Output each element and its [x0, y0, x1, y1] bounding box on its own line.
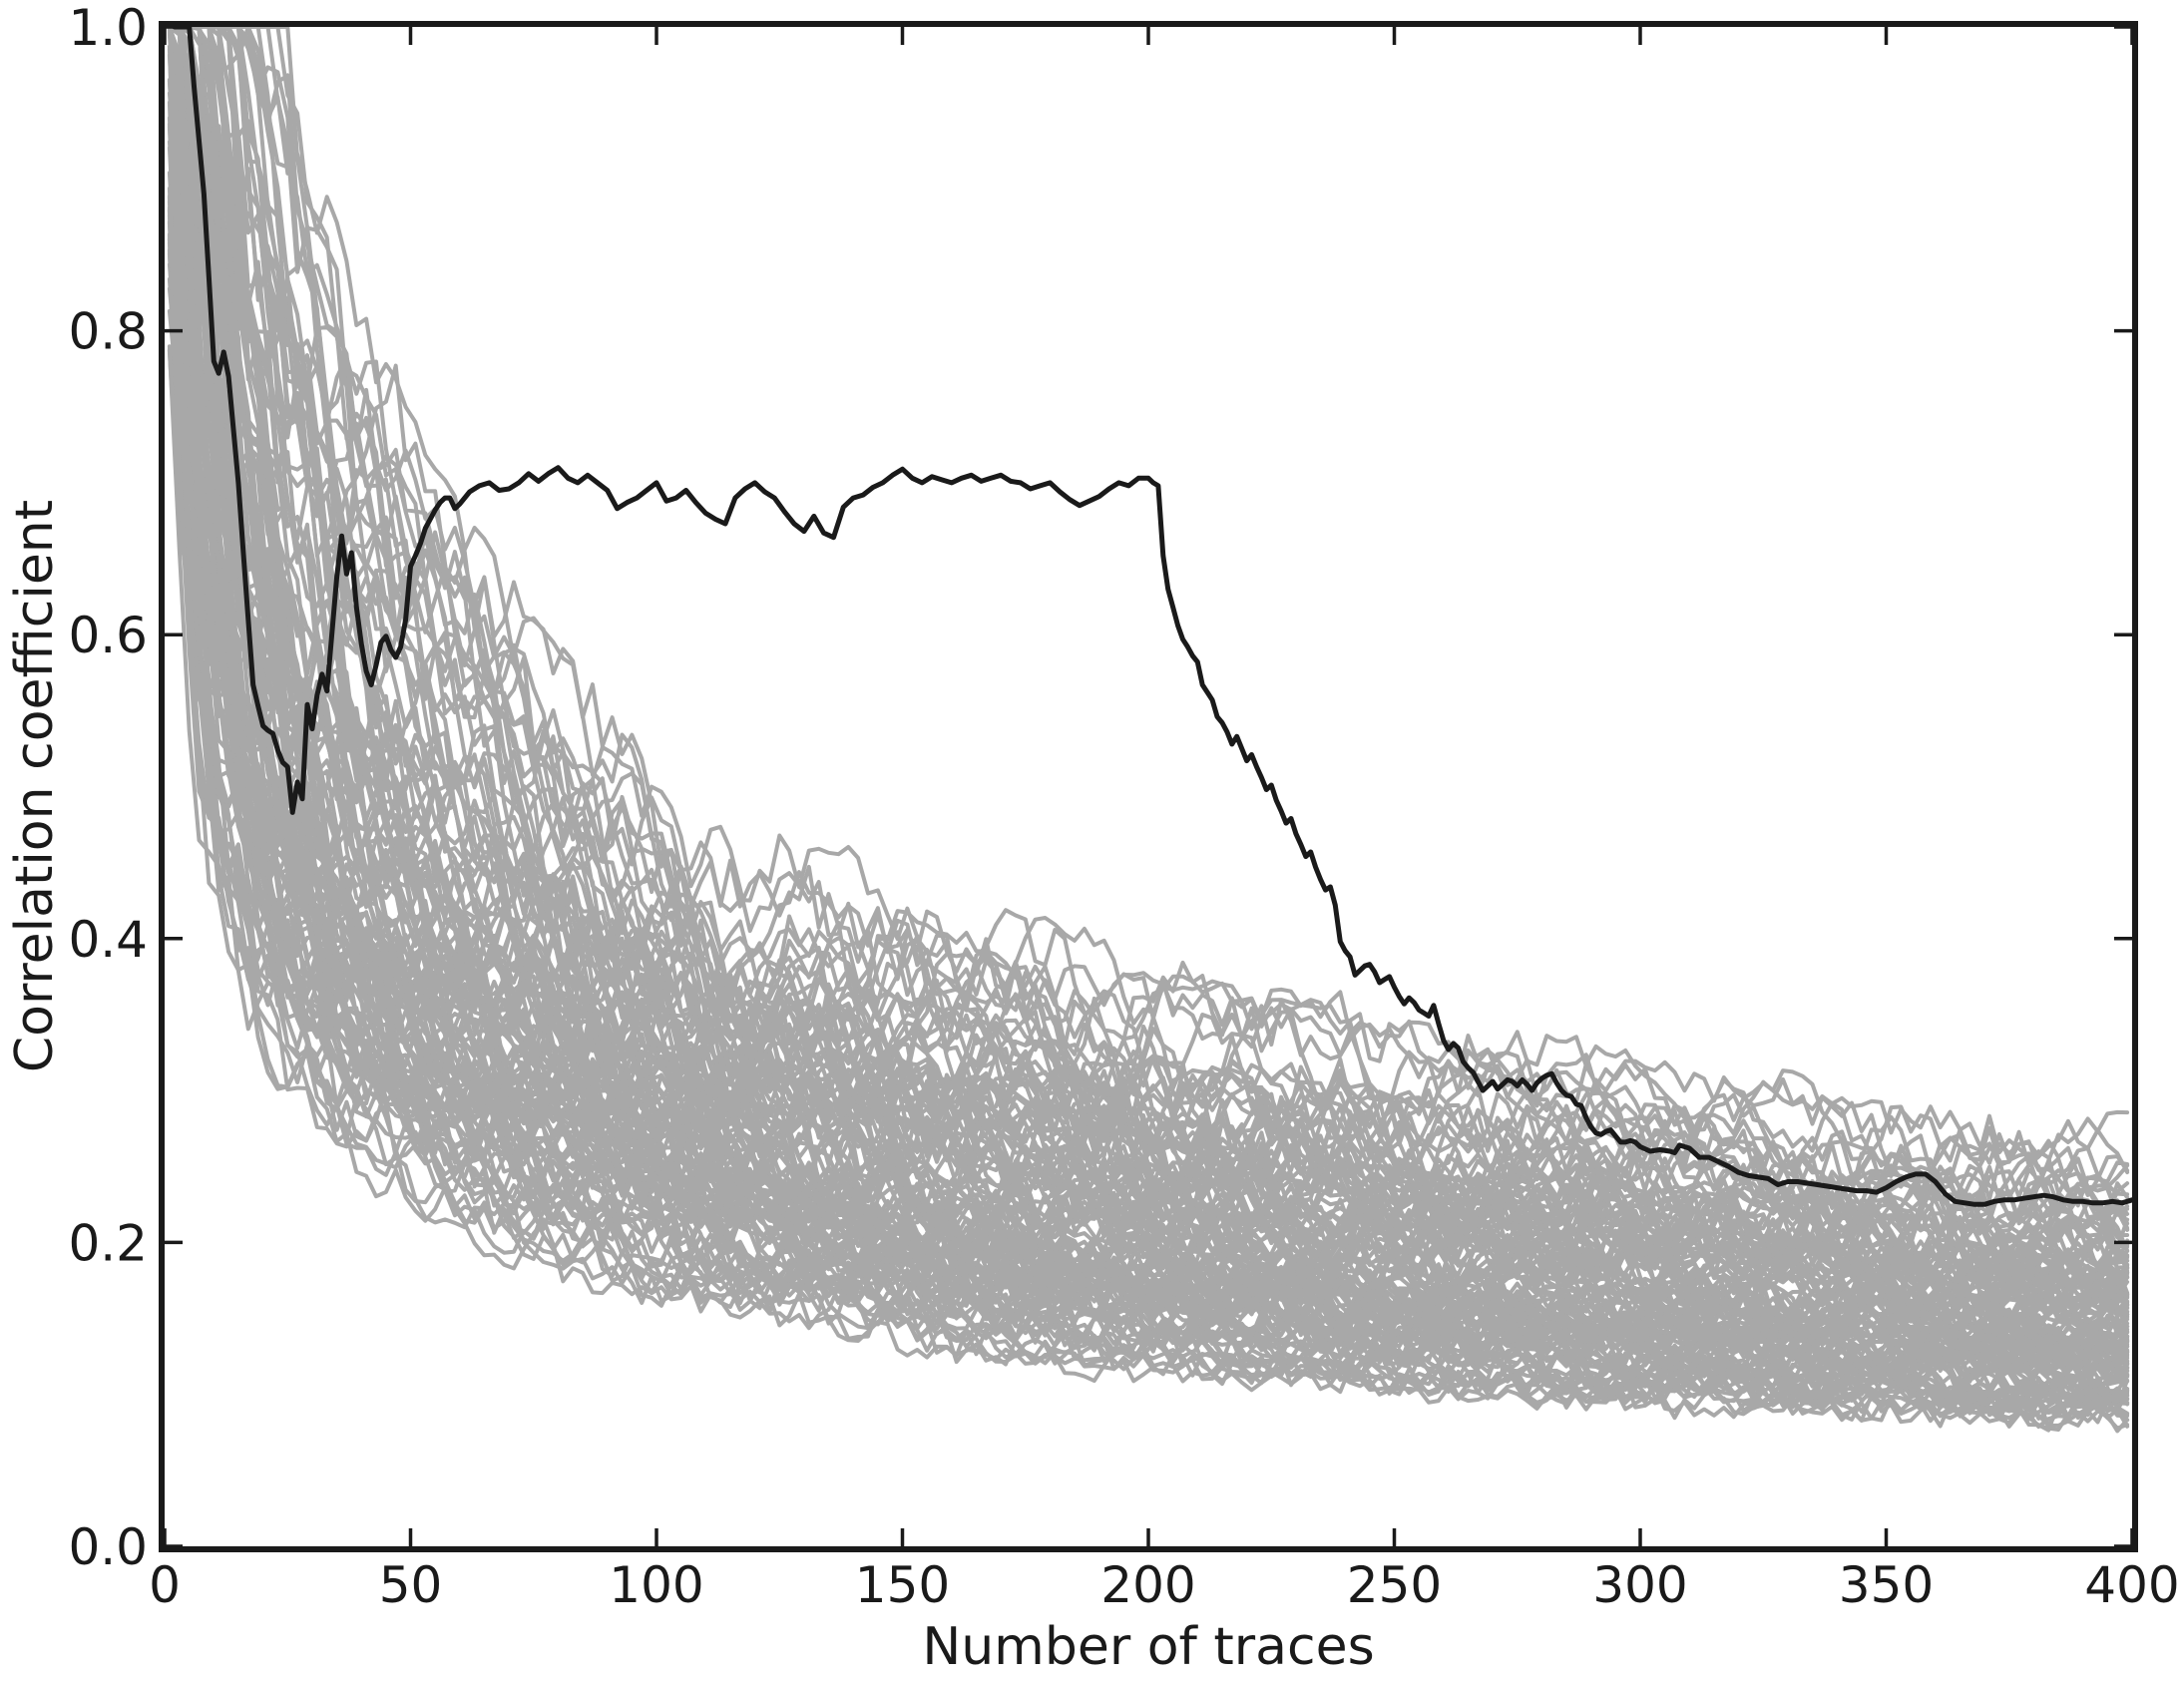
wrong-key-trace: [167, 25, 2130, 1292]
wrong-key-trace: [167, 25, 2130, 1265]
wrong-key-traces-group: [167, 25, 2130, 1434]
x-tick-label: 100: [609, 1556, 703, 1614]
wrong-key-trace: [167, 25, 2130, 1327]
wrong-key-trace: [167, 25, 2130, 1377]
correct-key-trace: [172, 24, 2135, 1207]
y-tick-label: 1.0: [68, 0, 148, 57]
x-axis-label: Number of traces: [922, 1617, 1374, 1677]
y-axis-label: Correlation coefficient: [5, 500, 65, 1072]
x-tick-label: 250: [1347, 1556, 1442, 1614]
wrong-key-trace: [167, 25, 2130, 1377]
wrong-key-trace: [167, 25, 2130, 1314]
y-tick-label: 0.2: [68, 1214, 148, 1272]
x-tick-labels: 0 50 100 150 200 250 300 350 400: [149, 1556, 2180, 1614]
x-tick-label: 200: [1100, 1556, 1195, 1614]
axis-ticks: [163, 25, 2134, 1548]
wrong-key-trace: [167, 47, 2130, 1409]
y-tick-label: 0.4: [68, 911, 148, 969]
x-tick-label: 150: [855, 1556, 950, 1614]
correct-key-trace-group: [172, 24, 2135, 1207]
wrong-key-trace: [167, 25, 2130, 1354]
wrong-key-trace: [167, 25, 2130, 1266]
axes-spines: [159, 21, 2138, 1552]
y-tick-label: 0.6: [68, 607, 148, 664]
wrong-key-trace: [167, 25, 2130, 1409]
wrong-key-trace: [167, 25, 2130, 1289]
x-tick-label: 300: [1592, 1556, 1687, 1614]
x-tick-label: 400: [2084, 1556, 2179, 1614]
wrong-key-trace: [167, 25, 2130, 1235]
plot-border: [159, 21, 2138, 1552]
y-tick-label: 0.0: [68, 1518, 148, 1576]
y-tick-labels: 0.0 0.2 0.4 0.6 0.8 1.0: [68, 0, 148, 1576]
x-tick-label: 0: [149, 1556, 181, 1614]
x-tick-label: 350: [1839, 1556, 1934, 1614]
x-tick-label: 50: [379, 1556, 443, 1614]
wrong-key-trace: [167, 194, 2130, 1375]
y-tick-label: 0.8: [68, 303, 148, 361]
